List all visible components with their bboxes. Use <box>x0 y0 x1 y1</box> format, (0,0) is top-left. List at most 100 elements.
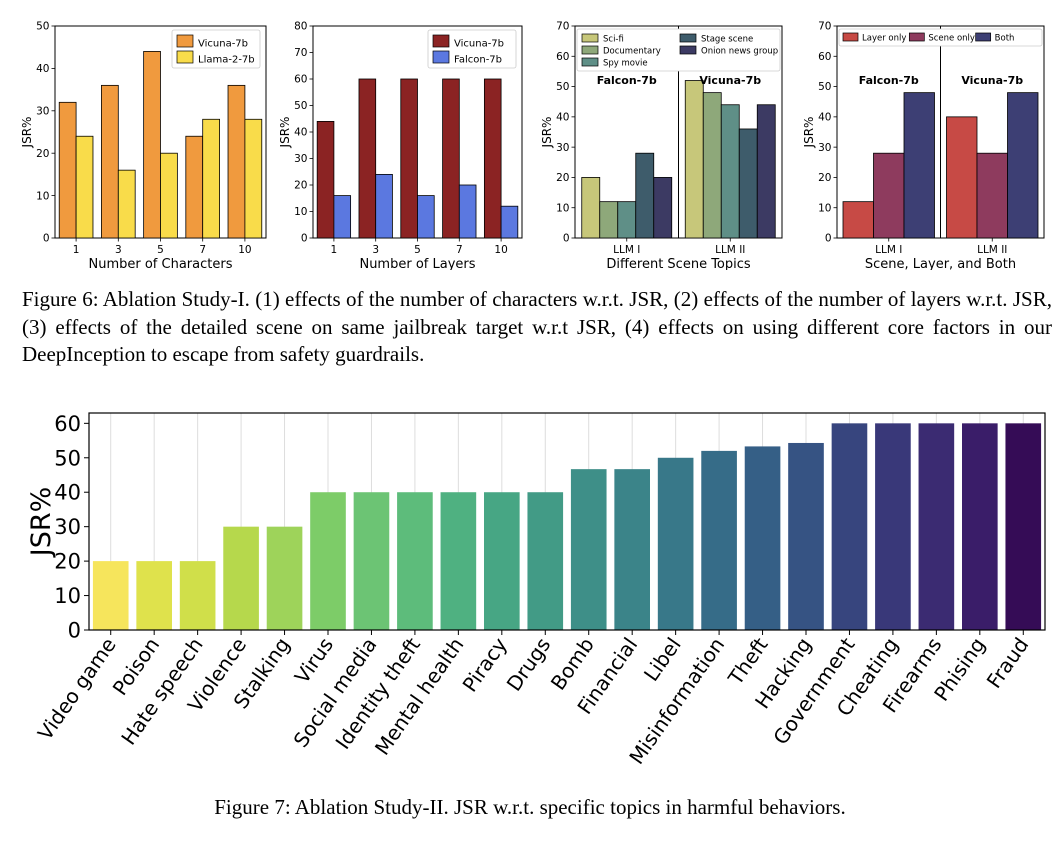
bar <box>185 135 204 239</box>
bar <box>484 492 520 630</box>
y-tick-label: 60 <box>818 51 831 63</box>
bar <box>657 457 694 630</box>
legend-label: Stage scene <box>701 35 753 45</box>
y-tick-label: 30 <box>54 515 81 539</box>
bar <box>92 561 129 630</box>
bar <box>202 118 220 239</box>
y-tick-label: 70 <box>294 47 307 59</box>
legend-label: Vicuna-7b <box>198 39 248 50</box>
x-tick-label: Video game <box>33 633 121 744</box>
legend-box <box>427 29 517 69</box>
y-tick-label: 10 <box>36 190 49 202</box>
y-tick-label: 0 <box>301 233 308 245</box>
legend-swatch <box>176 34 194 48</box>
x-tick-label: 7 <box>456 244 463 256</box>
y-axis-label: JSR% <box>26 487 57 559</box>
legend-box <box>576 28 781 72</box>
y-tick-label: 70 <box>556 21 569 33</box>
legend-label: Spy movie <box>603 59 648 69</box>
y-tick-label: 80 <box>294 21 307 33</box>
y-tick-label: 10 <box>818 202 831 214</box>
bar <box>570 469 607 630</box>
y-tick-label: 10 <box>556 202 569 214</box>
bar <box>458 184 477 239</box>
y-tick-label: 20 <box>54 550 81 574</box>
figure7-caption: Figure 7: Ablation Study-II. JSR w.r.t. … <box>214 795 846 819</box>
bar <box>333 195 352 239</box>
y-tick-label: 60 <box>294 74 307 86</box>
y-tick-label: 20 <box>294 180 307 192</box>
chart-scene-topics: 0 10 20 30 40 50 60 70 LLM I Falcon-7b LLM II Vicun… <box>540 21 783 270</box>
legend-swatch <box>176 50 194 64</box>
bar <box>738 128 758 239</box>
bar <box>1005 423 1042 630</box>
legend-label: Sci-fi <box>603 35 624 45</box>
legend-box <box>171 29 261 69</box>
legend-label: Onion news group <box>701 47 778 57</box>
y-axis-label: JSR% <box>20 117 34 149</box>
bar <box>756 104 776 239</box>
y-tick-label: 30 <box>294 153 307 165</box>
bar <box>143 51 161 239</box>
legend-swatch <box>581 57 599 67</box>
y-tick-label: 40 <box>54 481 81 505</box>
x-tick-label: 5 <box>414 244 421 256</box>
bar <box>266 526 303 630</box>
x-tick-label: 3 <box>372 244 379 256</box>
x-tick-label: 1 <box>73 244 80 256</box>
y-tick-label: 40 <box>36 63 49 75</box>
x-tick-label: LLM I <box>875 244 902 256</box>
x-tick-label: LLM I <box>613 244 640 256</box>
x-tick-label: 1 <box>331 244 338 256</box>
y-tick-label: 40 <box>294 127 307 139</box>
legend-box <box>838 28 1043 47</box>
bar <box>440 492 477 630</box>
bar <box>75 135 94 239</box>
x-tick-label: Fraud <box>982 633 1034 693</box>
bar <box>58 101 77 239</box>
y-tick-label: 20 <box>818 172 831 184</box>
bar <box>483 78 502 239</box>
y-tick-label: 50 <box>54 446 81 470</box>
x-tick-label: 3 <box>115 244 122 256</box>
y-tick-label: 0 <box>563 233 570 245</box>
bar <box>310 492 346 630</box>
bar <box>918 423 955 630</box>
x-axis-label: Number of Characters <box>89 257 233 270</box>
y-tick-label: 70 <box>818 21 831 33</box>
bar <box>873 152 905 239</box>
x-tick-label: Drugs <box>502 633 556 695</box>
bar <box>788 442 824 630</box>
bar <box>1007 92 1039 239</box>
bar <box>353 492 390 630</box>
y-tick-label: 60 <box>556 51 569 63</box>
y-tick-label: 40 <box>556 112 569 124</box>
legend-label: Scene only <box>928 34 975 44</box>
y-tick-label: 10 <box>294 206 307 218</box>
bar <box>136 561 172 630</box>
bar <box>316 121 335 239</box>
y-tick-label: 30 <box>818 142 831 154</box>
bar <box>400 78 418 239</box>
y-tick-label: 50 <box>818 81 831 93</box>
x-tick-label: 5 <box>157 244 164 256</box>
legend-label: Both <box>995 34 1015 44</box>
bar <box>179 561 216 630</box>
x-axis-label: Different Scene Topics <box>606 257 751 270</box>
group-label: Vicuna-7b <box>699 74 761 87</box>
y-tick-label: 0 <box>43 233 50 245</box>
legend-swatch <box>842 32 859 42</box>
chart-core-factors: 0 10 20 30 40 50 60 70 LLM I Falcon-7b LLM II Vicun… <box>802 21 1045 270</box>
bar <box>101 84 119 239</box>
bar <box>375 173 393 239</box>
group-label: Falcon-7b <box>597 74 657 87</box>
legend-swatch <box>908 32 925 42</box>
legend-swatch <box>679 33 697 43</box>
plot-frame <box>88 412 1046 631</box>
legend-swatch <box>432 50 450 64</box>
y-axis-label: JSR% <box>540 117 554 149</box>
y-tick-label: 50 <box>294 100 307 112</box>
x-tick-label: LLM II <box>977 244 1007 256</box>
figure6-caption: Figure 6: Ablation Study-I. (1) effects … <box>22 287 1052 366</box>
bar <box>117 169 136 239</box>
